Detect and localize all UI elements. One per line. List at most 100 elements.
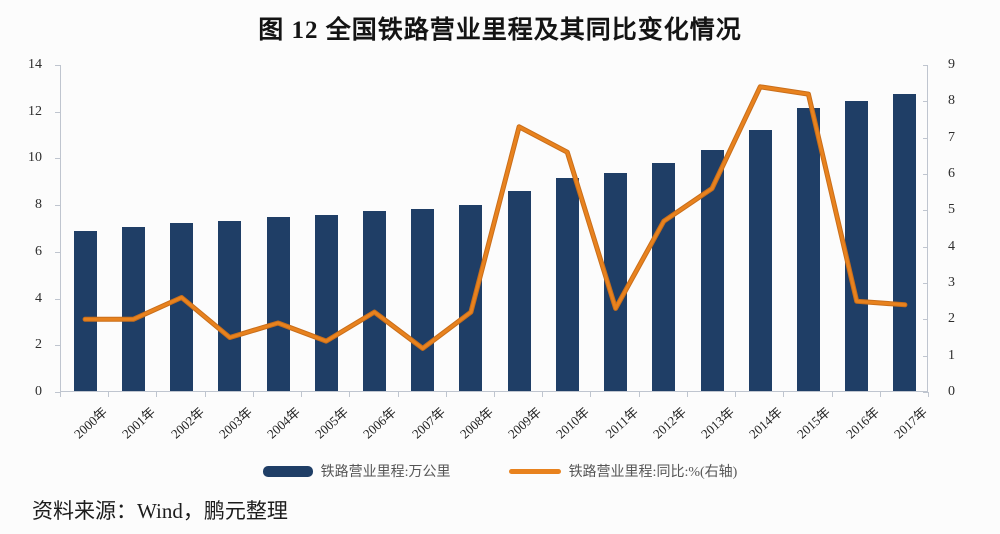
- left-axis-tick-label: 4: [35, 290, 42, 306]
- right-axis-tick-label: 1: [948, 347, 955, 363]
- bar-2000年: [73, 230, 97, 391]
- bar-2015年: [796, 108, 820, 391]
- x-axis-tickmark: [349, 392, 351, 397]
- x-axis-label-2000年: 2000年: [71, 404, 111, 442]
- legend-item-yoy: 铁路营业里程:同比:%(右轴): [508, 461, 738, 481]
- left-axis-tickmark: [55, 392, 60, 393]
- left-axis-tick-label: 10: [28, 150, 42, 166]
- x-axis-tickmark: [590, 392, 592, 397]
- bar-2006年: [362, 210, 386, 391]
- right-axis-tick-label: 6: [948, 166, 955, 181]
- x-axis-tickmark: [494, 392, 495, 397]
- left-axis-tick-label: 0: [35, 384, 42, 399]
- bar-2013年: [700, 150, 724, 391]
- x-axis-tickmark: [686, 392, 688, 397]
- x-axis-tickmark: [445, 392, 447, 397]
- left-axis-tickmark: [55, 298, 60, 300]
- bar-2002年: [170, 223, 194, 391]
- x-axis-label-2011年: 2011年: [601, 404, 641, 442]
- x-axis-tickmark: [879, 392, 881, 397]
- x-axis-label-2016年: 2016年: [842, 404, 882, 442]
- x-axis-tickmark: [252, 392, 254, 397]
- x-axis-tickmark: [60, 392, 61, 397]
- right-axis-tickmark: [923, 283, 928, 284]
- right-axis-tick-label: 5: [948, 202, 955, 218]
- x-axis-tickmark: [928, 392, 929, 397]
- left-axis-tick-label: 6: [35, 243, 42, 259]
- x-axis-label-2017年: 2017年: [890, 404, 930, 442]
- left-axis-tick-label: 2: [35, 337, 42, 353]
- bar-series-swatch-icon: [262, 465, 313, 477]
- right-axis-tickmark: [923, 355, 928, 357]
- bar-2014年: [748, 129, 772, 391]
- x-axis-tickmark: [735, 392, 737, 397]
- left-axis-tickmark: [55, 205, 60, 207]
- right-axis-tick-label: 4: [948, 238, 955, 254]
- yoy-line-layer: [82, 84, 908, 351]
- right-axis-tickmark: [923, 101, 928, 103]
- x-axis-tickmark: [108, 392, 110, 397]
- x-axis-label-2015年: 2015年: [794, 404, 834, 442]
- left-axis-tick-label: 14: [28, 57, 42, 72]
- left-axis-tick-label: 12: [28, 103, 42, 119]
- right-axis-tick-label: 7: [948, 129, 955, 145]
- x-axis-tickmark: [638, 392, 640, 397]
- x-axis-label-2005年: 2005年: [312, 404, 352, 442]
- bar-2010年: [555, 178, 579, 391]
- bar-2004年: [266, 217, 290, 391]
- legend-label-mileage: 铁路营业里程:万公里: [320, 465, 451, 480]
- right-axis-tickmark: [923, 246, 928, 248]
- left-axis-tickmark: [55, 345, 60, 347]
- bar-2008年: [459, 204, 483, 391]
- x-axis-label-2002年: 2002年: [167, 404, 207, 442]
- x-axis-label-2014年: 2014年: [746, 404, 786, 442]
- right-axis-tickmark: [923, 319, 928, 321]
- bar-2009年: [507, 191, 531, 391]
- x-axis-label-2003年: 2003年: [215, 404, 255, 442]
- x-axis-label-2010年: 2010年: [553, 404, 593, 442]
- right-axis-tick-label: 0: [948, 384, 955, 399]
- right-axis-tickmark: [923, 392, 928, 393]
- bar-2001年: [121, 227, 145, 391]
- right-axis-tick-label: 8: [948, 93, 955, 109]
- bar-2003年: [218, 220, 242, 391]
- x-axis-label-2001年: 2001年: [119, 404, 159, 442]
- x-axis-tickmark: [204, 392, 206, 397]
- x-axis-label-2012年: 2012年: [649, 404, 689, 442]
- x-axis-tickmark: [156, 392, 158, 397]
- right-axis-tick-label: 3: [948, 275, 955, 290]
- chart-title: 图 12 全国铁路营业里程及其同比变化情况: [258, 17, 742, 44]
- right-axis-tickmark: [923, 65, 928, 66]
- bar-2016年: [845, 101, 869, 391]
- bar-2005年: [314, 214, 338, 391]
- x-axis-tickmark: [301, 392, 303, 397]
- legend: 铁路营业里程:万公里 铁路营业里程:同比:%(右轴): [0, 461, 1000, 481]
- right-axis-tickmark: [923, 137, 928, 139]
- plot-area: [60, 65, 928, 392]
- left-axis-tickmark: [55, 158, 60, 160]
- right-axis-tick-label: 2: [948, 311, 955, 327]
- left-axis-tickmark: [55, 65, 60, 66]
- right-axis-tickmark: [923, 174, 928, 175]
- x-axis-label-2006年: 2006年: [360, 404, 400, 442]
- legend-label-yoy: 铁路营业里程:同比:%(右轴): [568, 465, 738, 480]
- line-series-swatch-icon: [508, 468, 561, 474]
- x-axis-label-2013年: 2013年: [698, 404, 738, 442]
- left-axis-tickmark: [55, 111, 60, 113]
- right-axis-tick-label: 9: [948, 57, 955, 72]
- source-note: 资料来源：Wind，鹏元整理: [32, 499, 288, 523]
- legend-item-mileage: 铁路营业里程:万公里: [262, 461, 451, 481]
- x-axis-tickmark: [831, 392, 833, 397]
- x-axis-tickmark: [542, 392, 544, 397]
- x-axis-label-2009年: 2009年: [505, 404, 545, 442]
- bar-2011年: [604, 173, 628, 391]
- left-axis-tick-label: 8: [35, 197, 42, 213]
- x-axis-label-2008年: 2008年: [456, 404, 496, 442]
- right-axis-tickmark: [923, 210, 928, 212]
- left-axis-tickmark: [55, 251, 60, 253]
- bar-2017年: [893, 94, 917, 391]
- x-axis-label-2007年: 2007年: [408, 404, 448, 442]
- yoy-line: [83, 85, 907, 350]
- x-axis-tickmark: [397, 392, 399, 397]
